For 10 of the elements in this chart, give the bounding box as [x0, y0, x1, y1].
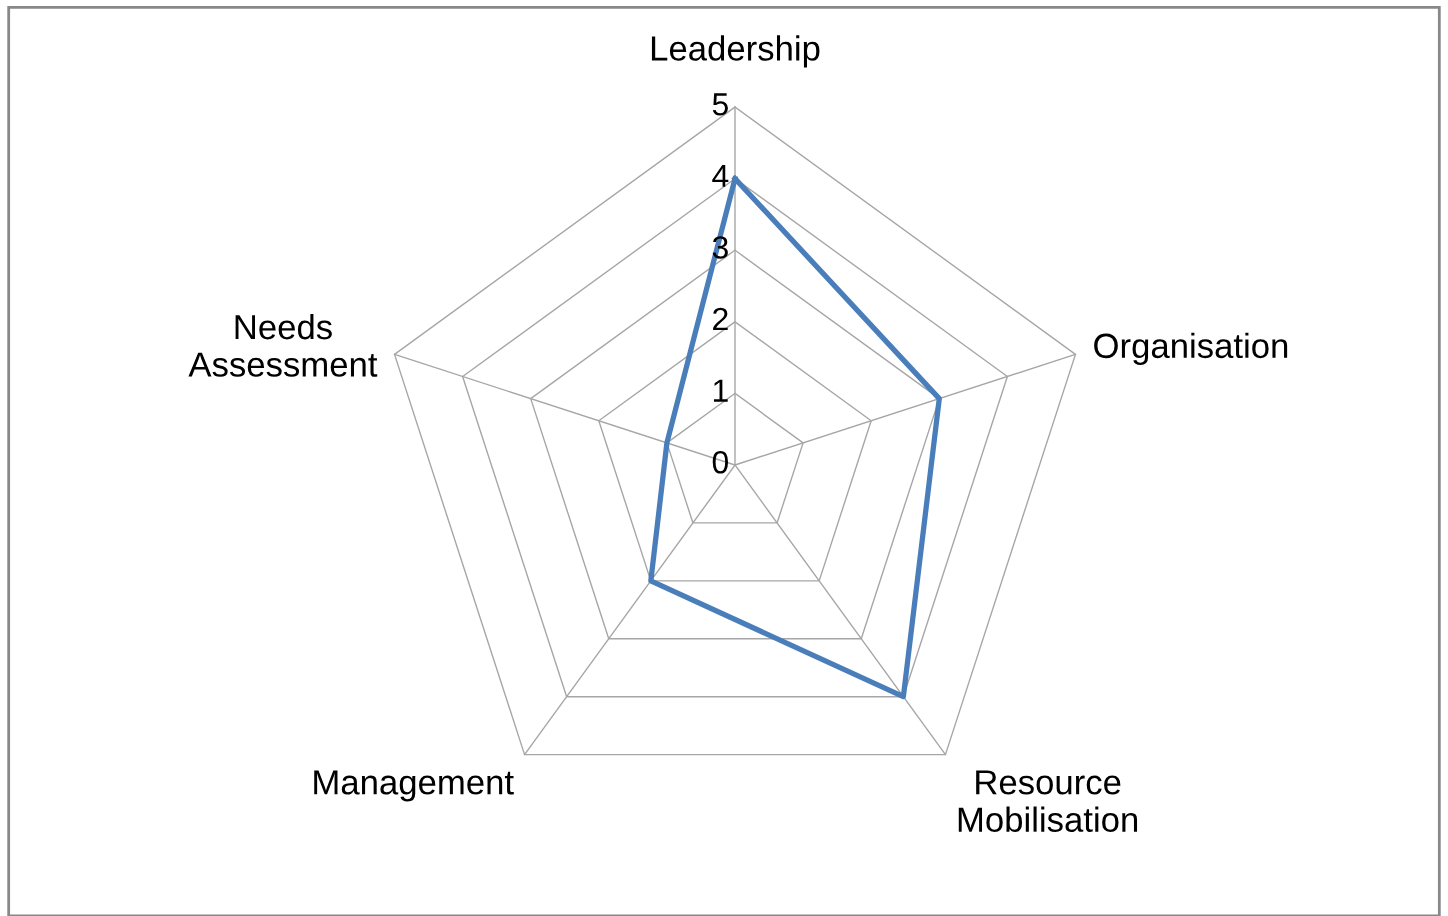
spoke-label: Resource Mobilisation [958, 770, 1138, 833]
spoke-label: Organisation [1094, 332, 1288, 366]
y-tick-label: 4 [712, 164, 729, 187]
spoke-label: Needs Assessment [188, 313, 378, 377]
y-tick-label: 1 [713, 379, 728, 402]
y-tick-label: 0 [712, 450, 729, 474]
y-tick-label: 5 [712, 93, 728, 116]
spoke-label: Management [314, 770, 514, 802]
y-tick-label: 2 [713, 307, 728, 331]
spoke-label: Leadership [651, 35, 820, 68]
